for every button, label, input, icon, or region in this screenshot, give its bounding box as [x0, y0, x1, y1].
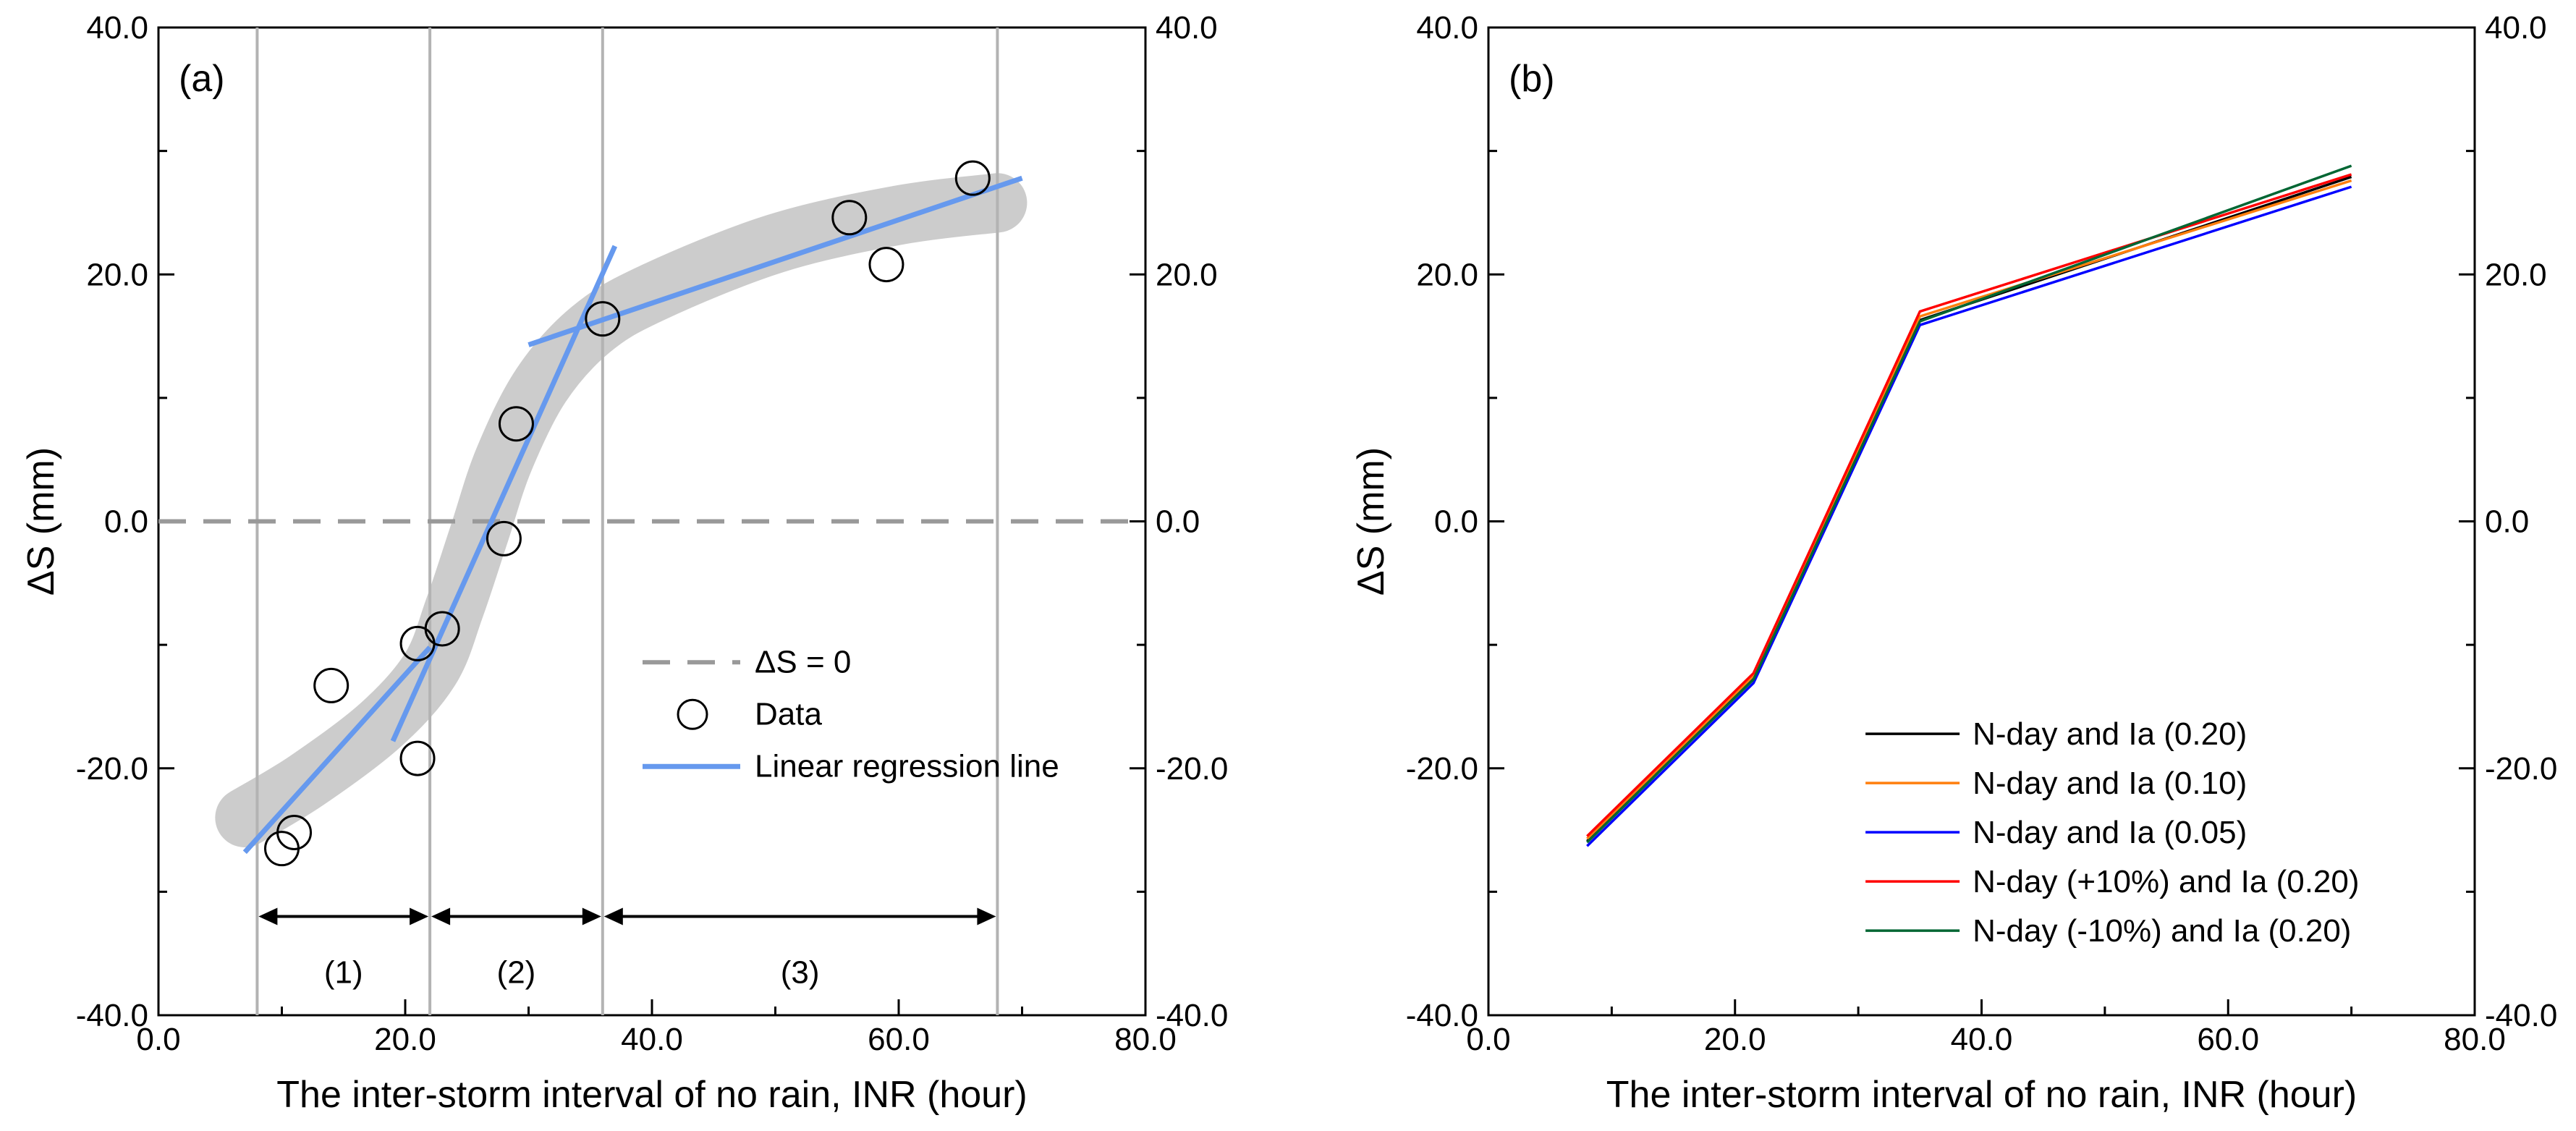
- y-right-tick-label: -40.0: [2485, 998, 2557, 1033]
- y-right-tick-label: 0.0: [1156, 504, 1200, 540]
- y-right-tick-label: -20.0: [1156, 751, 1228, 787]
- region-arrow-head-left: [603, 907, 623, 925]
- panel-a: 0.0 20.0 40.0 60.0 80.0-40.0 -40.0-20.0 -20.00…: [20, 10, 1228, 1116]
- y-tick-label: -40.0: [1406, 998, 1478, 1033]
- y-right-tick-label: 40.0: [1156, 10, 1218, 46]
- y-tick-label: 0.0: [104, 504, 148, 540]
- region-arrow-head-left: [258, 907, 278, 925]
- y-axis-title: ΔS (mm): [1350, 447, 1392, 596]
- y-tick-label: -20.0: [1406, 751, 1478, 787]
- legend-entry-label: N-day (-10%) and Ia (0.20): [1973, 913, 2351, 949]
- series-line: [1586, 164, 2352, 844]
- x-axis-title: The inter-storm interval of no rain, INR…: [276, 1074, 1027, 1116]
- series-line: [1586, 185, 2352, 847]
- panel-label: (b): [1509, 58, 1555, 100]
- x-tick-label: 40.0: [1951, 1022, 2013, 1057]
- regression-line: [242, 645, 432, 855]
- y-axis-title: ΔS (mm): [20, 447, 62, 596]
- x-tick-label: 80.0: [1114, 1022, 1177, 1057]
- x-tick-label: 20.0: [374, 1022, 436, 1057]
- region-label: (3): [781, 955, 820, 991]
- series-line: [1586, 179, 2352, 840]
- data-point: [868, 247, 904, 283]
- y-tick-label: -20.0: [76, 751, 148, 787]
- data-point: [424, 611, 460, 647]
- data-point: [585, 301, 621, 337]
- data-point: [831, 200, 868, 236]
- x-tick-label: 0.0: [136, 1022, 180, 1057]
- x-tick-label: 20.0: [1704, 1022, 1766, 1057]
- y-right-tick-label: 20.0: [2485, 257, 2547, 292]
- y-right-tick-label: -40.0: [1156, 998, 1228, 1033]
- y-tick-label: 40.0: [1416, 10, 1478, 46]
- y-tick-label: 40.0: [86, 10, 148, 46]
- region-arrow-head-right: [977, 907, 996, 925]
- data-point: [498, 406, 534, 442]
- legend-entry-label: N-day and Ia (0.10): [1973, 766, 2247, 801]
- data-point: [486, 520, 522, 556]
- legend-swatch-circle: [677, 698, 708, 730]
- legend-entry-label: N-day and Ia (0.05): [1973, 815, 2247, 850]
- y-tick-label: 20.0: [1416, 257, 1478, 292]
- legend-entry-label: Data: [755, 696, 822, 732]
- legend-entry-label: ΔS = 0: [755, 644, 851, 679]
- x-axis-title: The inter-storm interval of no rain, INR…: [1606, 1074, 2357, 1116]
- region-arrow-head-right: [410, 907, 429, 925]
- legend-entry-label: N-day and Ia (0.20): [1973, 716, 2247, 752]
- y-right-tick-label: 40.0: [2485, 10, 2547, 46]
- legend-entry-label: Linear regression line: [755, 748, 1059, 784]
- regression-line: [528, 175, 1023, 347]
- region-arrow-head-left: [431, 907, 451, 925]
- y-right-tick-label: 0.0: [2485, 504, 2529, 540]
- data-point: [399, 740, 436, 776]
- y-tick-label: 0.0: [1434, 504, 1478, 540]
- x-tick-label: 80.0: [2444, 1022, 2506, 1057]
- data-point: [276, 814, 313, 850]
- x-tick-label: 0.0: [1466, 1022, 1510, 1057]
- y-right-tick-label: -20.0: [2485, 751, 2557, 787]
- region-arrow-head-right: [582, 907, 601, 925]
- x-tick-label: 60.0: [2197, 1022, 2259, 1057]
- trend-band: [215, 173, 1028, 847]
- x-tick-label: 60.0: [868, 1022, 930, 1057]
- region-label: (2): [497, 955, 536, 991]
- x-tick-label: 40.0: [621, 1022, 683, 1057]
- region-label: (1): [324, 955, 363, 991]
- data-point: [954, 160, 991, 196]
- data-point: [313, 667, 349, 703]
- panel-label: (a): [179, 58, 225, 100]
- legend-entry-label: N-day (+10%) and Ia (0.20): [1973, 864, 2359, 899]
- panel-b: 0.0 20.0 40.0 60.0 80.0-40.0 -40.0-20.0 -20.00…: [1350, 10, 2557, 1116]
- y-tick-label: 20.0: [86, 257, 148, 292]
- y-tick-label: -40.0: [76, 998, 148, 1033]
- y-right-tick-label: 20.0: [1156, 257, 1218, 292]
